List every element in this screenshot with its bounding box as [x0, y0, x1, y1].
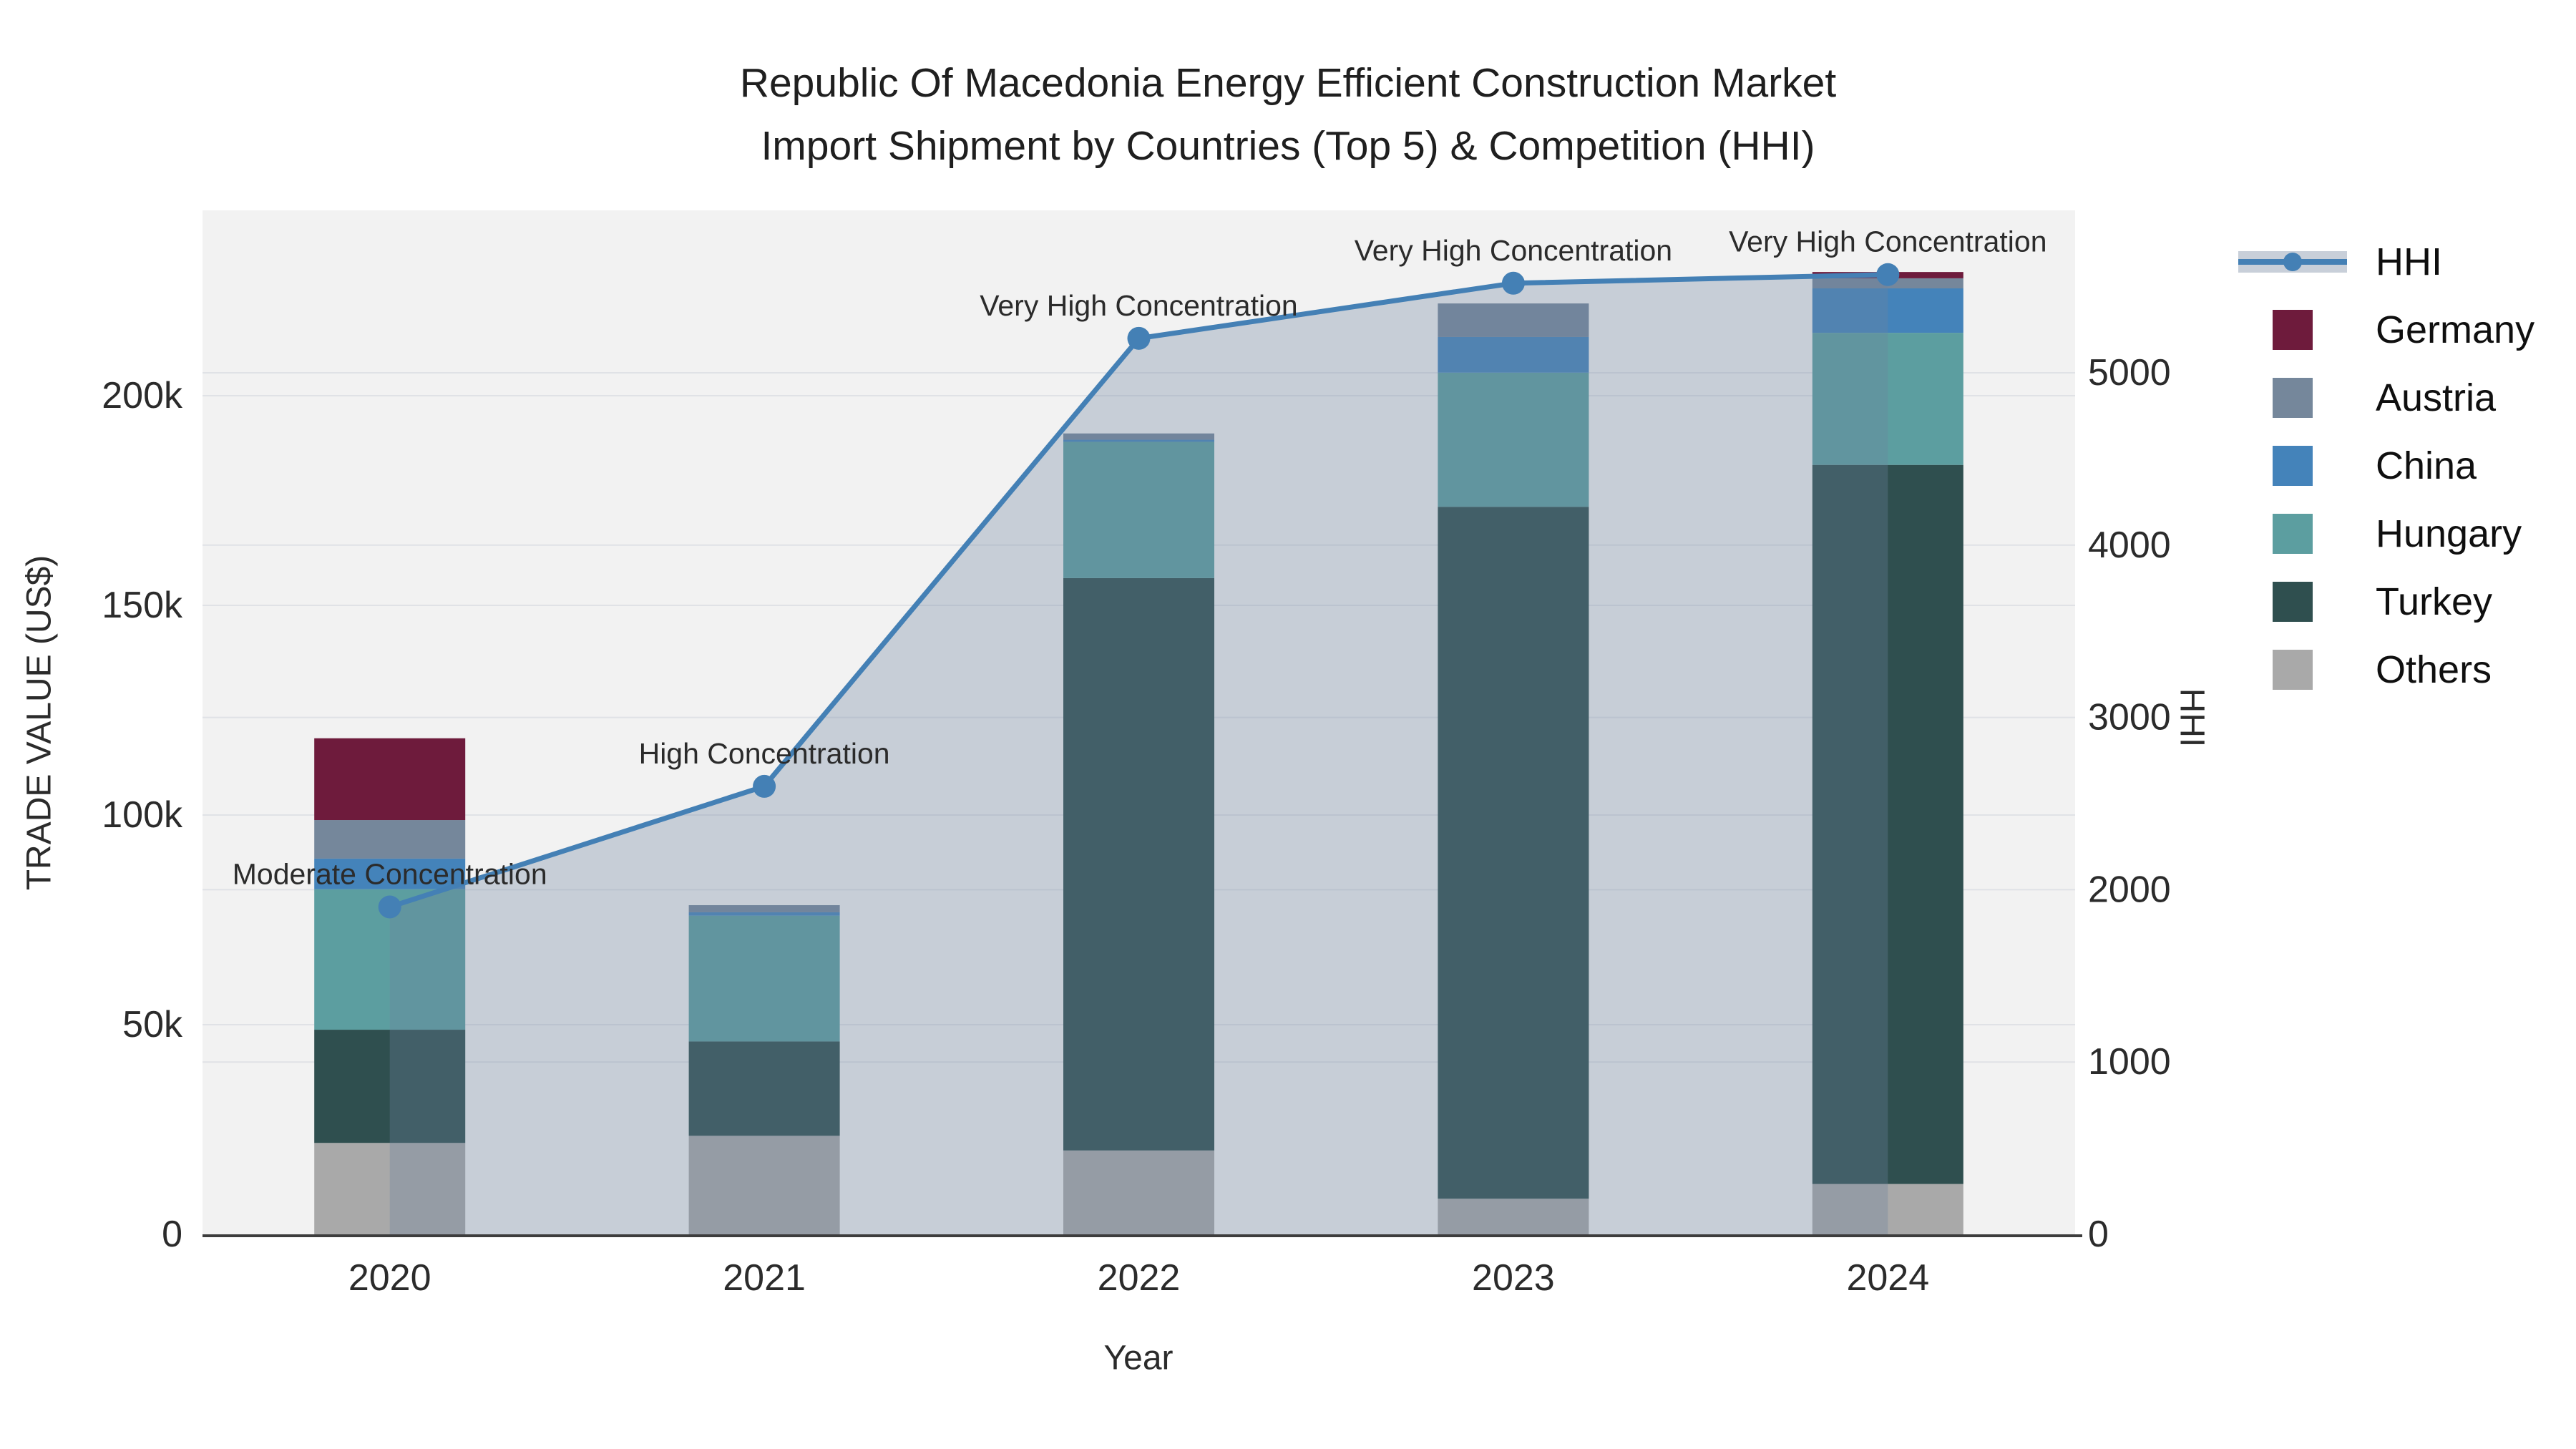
y-left-tick-150k: 150k [102, 585, 183, 626]
legend-label-hhi: HHI [2376, 240, 2442, 283]
bar-2022-china[interactable] [1063, 439, 1214, 442]
legend-item-germany[interactable]: Germany [2238, 296, 2534, 364]
hhi-marker-2024[interactable] [1876, 263, 1900, 286]
y-right-tick-4000: 4000 [2088, 525, 2171, 566]
bar-2020-austria[interactable] [314, 820, 466, 859]
bar-2023-turkey[interactable] [1438, 507, 1589, 1199]
bar-2022-others[interactable] [1063, 1150, 1214, 1234]
bar-2024-china[interactable] [1812, 288, 1963, 333]
y-left-tick-200k: 200k [102, 375, 183, 416]
x-tick-2021: 2021 [723, 1257, 806, 1299]
legend-item-turkey[interactable]: Turkey [2238, 567, 2534, 635]
y-right-tick-0: 0 [2088, 1214, 2109, 1255]
y-right-tick-5000: 5000 [2088, 352, 2171, 394]
chart-title-line2: Import Shipment by Countries (Top 5) & C… [761, 123, 1815, 169]
legend-swatch-hungary [2273, 513, 2313, 554]
y-left-tick-0: 0 [162, 1214, 182, 1255]
hhi-marker-2023[interactable] [1501, 271, 1525, 295]
bar-2023-others[interactable] [1438, 1199, 1589, 1234]
hhi-marker-2022[interactable] [1127, 326, 1151, 350]
legend-swatch-china [2273, 445, 2313, 486]
hhi-line-sample-icon [2238, 246, 2347, 278]
legend-label-hungary: Hungary [2376, 512, 2522, 555]
hhi-area-fill [389, 274, 1888, 1234]
bar-2020-others[interactable] [314, 1143, 466, 1234]
legend-item-austria[interactable]: Austria [2238, 364, 2534, 431]
y-left-tick-100k: 100k [102, 794, 183, 836]
bar-2022-austria[interactable] [1063, 433, 1214, 440]
x-axis-title: Year [1103, 1339, 1174, 1377]
legend-swatch-turkey [2273, 581, 2313, 622]
chart-title: Republic Of Macedonia Energy Efficient C… [0, 52, 2576, 177]
x-tick-2020: 2020 [348, 1257, 431, 1299]
legend-item-hhi[interactable]: HHI [2238, 228, 2534, 296]
bar-2020-germany[interactable] [314, 738, 466, 821]
legend: HHI Germany Austria China Hungary Turkey Other… [2238, 228, 2534, 703]
hhi-marker-2020[interactable] [378, 895, 401, 919]
legend-label-china: China [2376, 444, 2477, 487]
y-right-tick-1000: 1000 [2088, 1041, 2171, 1083]
legend-swatch-germany [2273, 309, 2313, 350]
y-right-tick-3000: 3000 [2088, 697, 2171, 738]
annotation-2022: Very High Concentration [980, 289, 1297, 322]
y-left-axis-title: TRADE VALUE (US$) [20, 555, 59, 891]
bar-2021-china[interactable] [688, 912, 840, 916]
y-right-axis-title: HHI [2172, 688, 2211, 748]
y-left-tick-50k: 50k [122, 1004, 183, 1045]
y-right-tick-2000: 2000 [2088, 869, 2171, 910]
legend-item-others[interactable]: Others [2238, 635, 2534, 703]
legend-label-others: Others [2376, 648, 2492, 691]
bar-2022-hungary[interactable] [1063, 441, 1214, 578]
bar-2021-others[interactable] [688, 1136, 840, 1234]
legend-label-germany: Germany [2376, 308, 2535, 351]
legend-item-hungary[interactable]: Hungary [2238, 499, 2534, 567]
legend-label-austria: Austria [2376, 376, 2497, 419]
legend-swatch-austria [2273, 377, 2313, 418]
x-tick-2024: 2024 [1846, 1257, 1929, 1299]
bar-2024-others[interactable] [1812, 1184, 1963, 1234]
bar-2023-china[interactable] [1438, 336, 1589, 373]
hhi-marker-2021[interactable] [753, 774, 776, 798]
bar-2020-china[interactable] [314, 858, 466, 889]
bar-2021-turkey[interactable] [688, 1041, 840, 1136]
bar-2024-turkey[interactable] [1812, 464, 1963, 1184]
x-tick-2022: 2022 [1098, 1257, 1181, 1299]
chart-title-line1: Republic Of Macedonia Energy Efficient C… [739, 60, 1837, 106]
legend-label-turkey: Turkey [2376, 580, 2493, 623]
bar-2023-hungary[interactable] [1438, 372, 1589, 507]
legend-swatch-others [2273, 649, 2313, 690]
bar-2020-turkey[interactable] [314, 1030, 466, 1143]
annotation-2024: Very High Concentration [1729, 225, 2046, 258]
annotation-2020: Moderate Concentration [233, 857, 547, 890]
annotation-2021: High Concentration [639, 737, 890, 770]
bar-2024-hungary[interactable] [1812, 333, 1963, 465]
bar-2021-hungary[interactable] [688, 915, 840, 1042]
bar-2022-turkey[interactable] [1063, 577, 1214, 1151]
legend-item-china[interactable]: China [2238, 431, 2534, 499]
annotation-2023: Very High Concentration [1355, 234, 1672, 267]
bar-2023-austria[interactable] [1438, 303, 1589, 337]
x-tick-2023: 2023 [1472, 1257, 1555, 1299]
bar-2021-austria[interactable] [688, 904, 840, 912]
